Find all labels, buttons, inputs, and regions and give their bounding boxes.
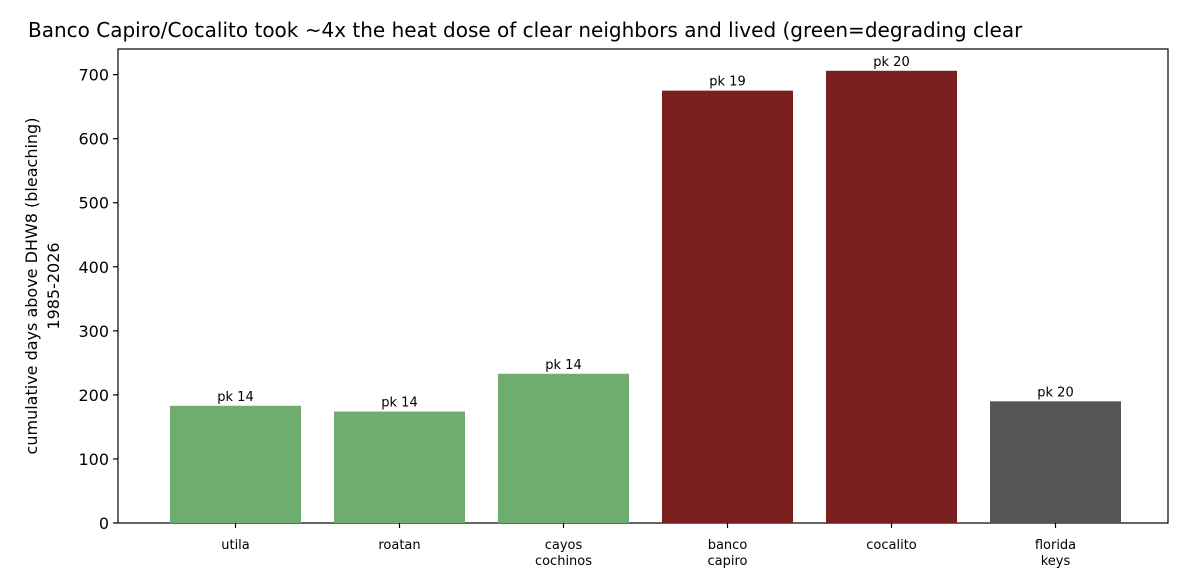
- y-tick-label: 500: [78, 194, 109, 213]
- x-tick-label: cochinos: [535, 554, 592, 569]
- y-tick-label: 100: [78, 450, 109, 469]
- y-tick-label: 0: [99, 514, 109, 533]
- plot-frame: [117, 48, 1169, 524]
- data-label: pk 19: [709, 75, 745, 90]
- bar: [826, 70, 957, 523]
- bar: [662, 90, 793, 523]
- bars: [170, 70, 1121, 523]
- bar: [498, 373, 629, 523]
- data-label: pk 20: [1037, 385, 1073, 400]
- y-tick-label: 600: [78, 130, 109, 149]
- data-label: pk 14: [545, 358, 581, 373]
- data-label: pk 20: [873, 55, 909, 70]
- data-labels: pk 14 pk 14 pk 14 pk 19 pk 20 pk 20: [217, 55, 1073, 411]
- data-label: pk 14: [217, 390, 253, 405]
- y-tick-label: 300: [78, 322, 109, 341]
- y-axis-label: cumulative days above DHW8 (bleaching) 19…: [22, 118, 63, 455]
- x-tick-label: roatan: [378, 538, 420, 553]
- x-tick-label: banco: [708, 538, 748, 553]
- y-axis-label-line: 1985-2026: [44, 242, 63, 329]
- x-tick-label: cayos: [545, 538, 583, 553]
- bar: [334, 411, 465, 523]
- x-tick-label: capiro: [708, 554, 748, 569]
- x-tick-label: keys: [1041, 554, 1071, 569]
- y-axis-ticks: 0 100 200 300 400 500 600 700: [78, 66, 118, 533]
- x-tick-label: cocalito: [866, 538, 917, 553]
- data-label: pk 14: [381, 396, 417, 411]
- y-axis-label-line: cumulative days above DHW8 (bleaching): [22, 118, 41, 455]
- bar: [170, 405, 301, 523]
- chart-title: Banco Capiro/Cocalito took ~4x the heat …: [28, 18, 1023, 42]
- y-tick-label: 400: [78, 258, 109, 277]
- x-tick-label: utila: [221, 538, 250, 553]
- bar: [990, 401, 1121, 523]
- axes: [117, 48, 1169, 524]
- y-tick-label: 700: [78, 66, 109, 85]
- x-tick-label: florida: [1035, 538, 1076, 553]
- y-tick-label: 200: [78, 386, 109, 405]
